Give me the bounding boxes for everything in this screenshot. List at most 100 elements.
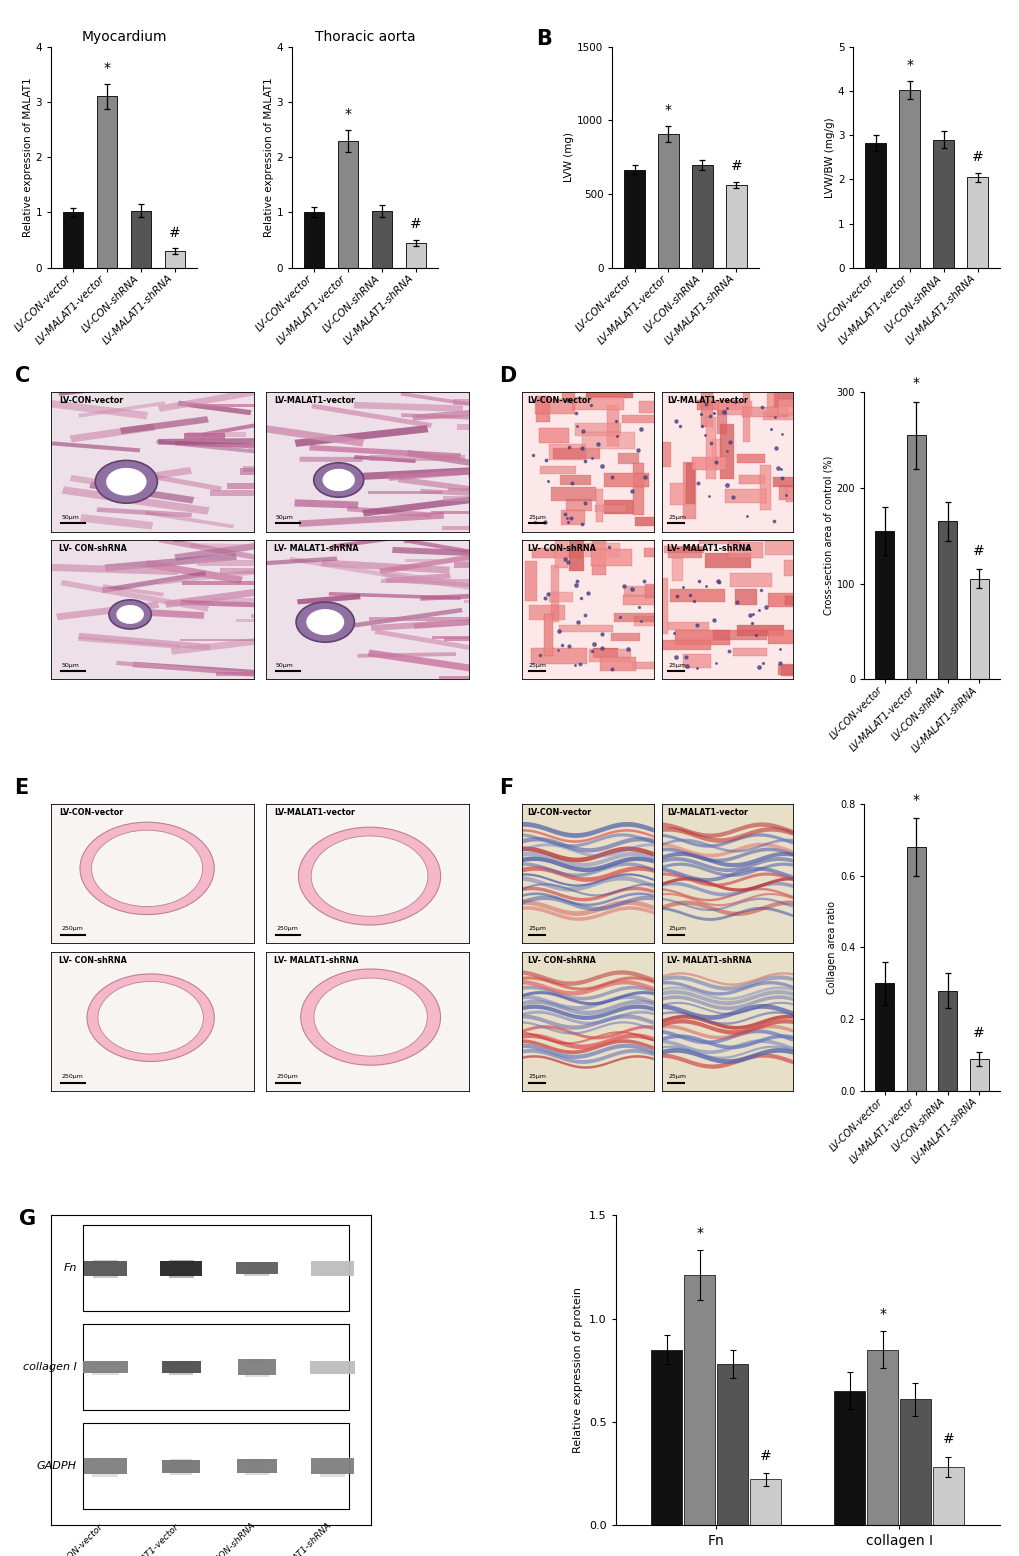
Bar <box>168 1273 194 1277</box>
Bar <box>544 613 553 655</box>
Bar <box>78 633 210 650</box>
Bar <box>243 465 331 471</box>
Bar <box>475 580 555 587</box>
Text: LV-MALAT1-vector: LV-MALAT1-vector <box>274 397 355 405</box>
Text: 250μm: 250μm <box>61 1074 83 1080</box>
Bar <box>158 389 255 412</box>
Bar <box>906 846 924 1091</box>
Bar <box>372 210 392 268</box>
Bar <box>468 475 552 478</box>
Bar <box>331 529 447 549</box>
Bar <box>781 664 824 675</box>
Bar <box>447 487 541 492</box>
Bar <box>596 489 602 521</box>
Bar <box>220 568 263 574</box>
Circle shape <box>92 831 203 907</box>
Bar <box>683 462 696 520</box>
Bar <box>235 619 357 622</box>
Bar <box>354 454 416 464</box>
Bar <box>385 573 450 584</box>
Bar <box>52 442 141 453</box>
Bar <box>321 560 449 574</box>
Y-axis label: Relative expression of MALAT1: Relative expression of MALAT1 <box>22 78 33 237</box>
Bar <box>705 417 715 479</box>
Bar <box>672 559 683 580</box>
Bar <box>140 608 204 619</box>
Bar <box>610 633 639 641</box>
Bar <box>784 560 838 576</box>
Circle shape <box>87 974 214 1061</box>
Text: LV-CON-vector: LV-CON-vector <box>527 397 591 405</box>
Text: *: * <box>664 103 672 117</box>
Bar <box>48 563 178 576</box>
Bar <box>647 537 660 576</box>
Text: D: D <box>498 367 516 386</box>
Bar <box>669 590 723 602</box>
Text: #: # <box>972 1025 984 1039</box>
Bar <box>180 601 267 607</box>
Bar <box>304 213 324 268</box>
Text: 25μm: 25μm <box>529 926 546 932</box>
Bar <box>319 1371 345 1376</box>
Bar <box>622 414 677 423</box>
Bar <box>574 423 621 436</box>
Bar <box>616 453 639 464</box>
Bar <box>90 481 195 504</box>
Bar <box>175 440 275 450</box>
Bar <box>535 395 549 422</box>
Bar <box>552 448 600 459</box>
Bar <box>169 1362 193 1365</box>
Bar <box>439 675 548 678</box>
Bar <box>742 408 788 417</box>
Bar <box>300 457 362 462</box>
Bar <box>559 475 591 485</box>
Y-axis label: Relative expression of protein: Relative expression of protein <box>573 1287 583 1453</box>
Bar <box>592 523 605 574</box>
Bar <box>380 579 474 584</box>
Bar <box>711 439 721 465</box>
Bar <box>698 529 740 545</box>
Bar <box>692 165 712 268</box>
Bar <box>749 1480 781 1525</box>
Bar <box>69 475 143 492</box>
Bar <box>97 507 192 518</box>
Bar <box>686 464 695 504</box>
Bar <box>675 630 730 644</box>
Bar <box>93 1260 118 1265</box>
Bar <box>405 538 562 569</box>
Bar <box>669 482 684 504</box>
Bar <box>186 391 298 394</box>
Circle shape <box>314 462 364 498</box>
Bar <box>191 543 308 549</box>
Bar <box>742 389 749 442</box>
Text: #: # <box>942 1433 954 1447</box>
Bar <box>776 664 810 674</box>
Bar <box>84 1260 126 1276</box>
Bar <box>370 618 489 630</box>
Bar <box>46 400 148 420</box>
Bar <box>162 1460 200 1472</box>
Text: LV- MALAT1-shRNA: LV- MALAT1-shRNA <box>274 955 359 965</box>
Bar <box>93 1273 118 1277</box>
Text: E: E <box>14 778 29 798</box>
Text: *: * <box>344 107 352 121</box>
Text: LV- CON-shRNA: LV- CON-shRNA <box>527 955 595 965</box>
Bar <box>245 1460 268 1464</box>
Bar <box>164 585 285 608</box>
Circle shape <box>116 605 144 624</box>
Bar <box>210 490 276 495</box>
Bar <box>732 647 766 655</box>
Bar <box>569 509 584 571</box>
Bar <box>420 593 499 601</box>
Bar <box>374 629 475 650</box>
Text: 25μm: 25μm <box>667 663 686 668</box>
Bar <box>550 565 558 622</box>
Text: F: F <box>498 778 513 798</box>
Title: Myocardium: Myocardium <box>82 30 167 44</box>
Bar <box>624 170 644 268</box>
Bar <box>305 608 463 635</box>
Bar <box>159 537 288 566</box>
Text: 25μm: 25μm <box>529 663 546 668</box>
Bar <box>773 392 816 406</box>
Bar <box>320 1260 345 1265</box>
